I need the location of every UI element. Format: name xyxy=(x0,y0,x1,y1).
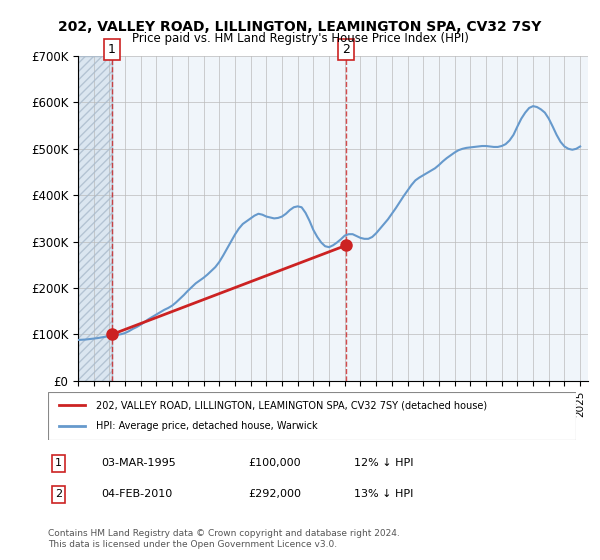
Text: 03-MAR-1995: 03-MAR-1995 xyxy=(101,459,176,468)
Text: £100,000: £100,000 xyxy=(248,459,301,468)
FancyBboxPatch shape xyxy=(48,392,576,440)
Text: 202, VALLEY ROAD, LILLINGTON, LEAMINGTON SPA, CV32 7SY: 202, VALLEY ROAD, LILLINGTON, LEAMINGTON… xyxy=(58,20,542,34)
Text: 12% ↓ HPI: 12% ↓ HPI xyxy=(354,459,414,468)
Bar xyxy=(78,56,112,381)
Text: 1: 1 xyxy=(108,43,116,56)
Text: Contains HM Land Registry data © Crown copyright and database right 2024.
This d: Contains HM Land Registry data © Crown c… xyxy=(48,529,400,549)
Text: 13% ↓ HPI: 13% ↓ HPI xyxy=(354,489,413,499)
Text: Price paid vs. HM Land Registry's House Price Index (HPI): Price paid vs. HM Land Registry's House … xyxy=(131,32,469,45)
Text: 2: 2 xyxy=(55,489,62,499)
Text: HPI: Average price, detached house, Warwick: HPI: Average price, detached house, Warw… xyxy=(95,421,317,431)
Text: 1: 1 xyxy=(55,459,62,468)
Bar xyxy=(78,56,112,381)
Text: 2: 2 xyxy=(342,43,350,56)
Text: 04-FEB-2010: 04-FEB-2010 xyxy=(101,489,172,499)
Text: 202, VALLEY ROAD, LILLINGTON, LEAMINGTON SPA, CV32 7SY (detached house): 202, VALLEY ROAD, LILLINGTON, LEAMINGTON… xyxy=(95,400,487,410)
Text: £292,000: £292,000 xyxy=(248,489,302,499)
